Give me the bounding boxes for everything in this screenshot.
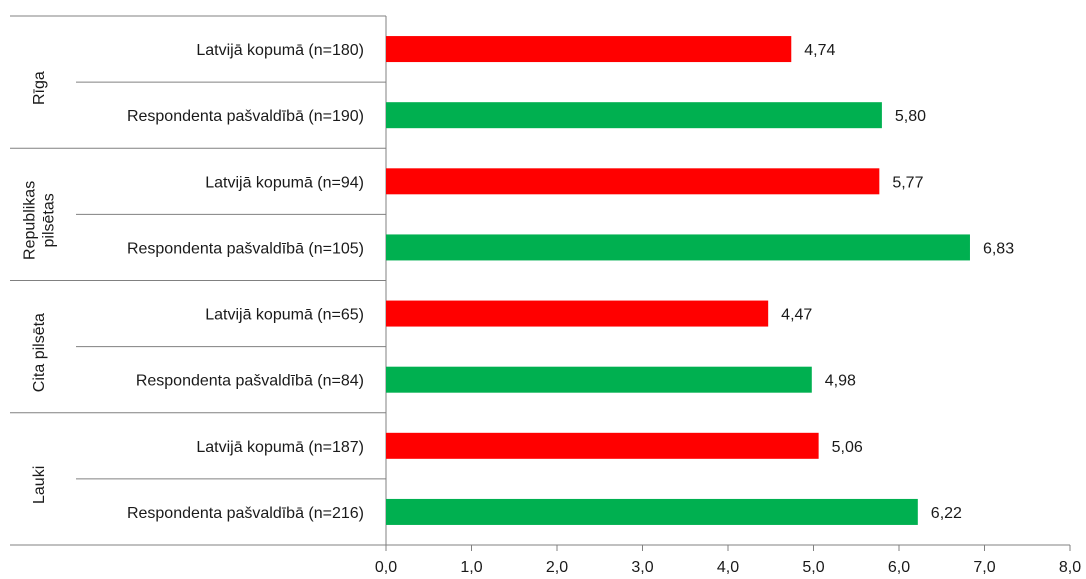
data-label: 6,22 [931, 505, 962, 522]
x-tick-label: 6,0 [888, 559, 910, 576]
category-label: Latvijā kopumā (n=187) [196, 439, 364, 456]
bar-municipality [386, 498, 918, 525]
bar-latvia [386, 168, 880, 195]
x-tick-label: 8,0 [1059, 559, 1081, 576]
group-label: Republikas [22, 181, 39, 260]
category-label: Respondenta pašvaldībā (n=216) [127, 505, 364, 522]
group-label: Lauki [31, 466, 48, 504]
data-label: 4,47 [781, 307, 812, 324]
bar-latvia [386, 36, 792, 63]
bar-municipality [386, 234, 970, 261]
data-label: 5,80 [895, 108, 926, 125]
x-tick-label: 2,0 [546, 559, 568, 576]
x-tick-label: 3,0 [631, 559, 653, 576]
group-label: Rīga [31, 71, 48, 105]
group-label: Cita pilsēta [31, 313, 48, 392]
x-tick-label: 1,0 [460, 559, 482, 576]
x-tick-label: 0,0 [375, 559, 397, 576]
data-label: 5,77 [892, 174, 923, 191]
data-label: 6,83 [983, 240, 1014, 257]
category-label: Latvijā kopumā (n=65) [205, 307, 364, 324]
data-label: 5,06 [832, 439, 863, 456]
group-label: pilsētas [41, 193, 58, 247]
x-tick-label: 5,0 [802, 559, 824, 576]
category-label: Respondenta pašvaldībā (n=105) [127, 240, 364, 257]
category-label: Respondenta pašvaldībā (n=84) [136, 373, 364, 390]
bar-municipality [386, 102, 882, 129]
category-label: Respondenta pašvaldībā (n=190) [127, 108, 364, 125]
data-label: 4,74 [804, 42, 835, 59]
category-label: Latvijā kopumā (n=94) [205, 174, 364, 191]
x-tick-label: 4,0 [717, 559, 739, 576]
bar-latvia [386, 432, 819, 459]
bar-latvia [386, 300, 769, 327]
x-tick-label: 7,0 [973, 559, 995, 576]
bar-municipality [386, 366, 812, 393]
data-label: 4,98 [825, 373, 856, 390]
category-label: Latvijā kopumā (n=180) [196, 42, 364, 59]
